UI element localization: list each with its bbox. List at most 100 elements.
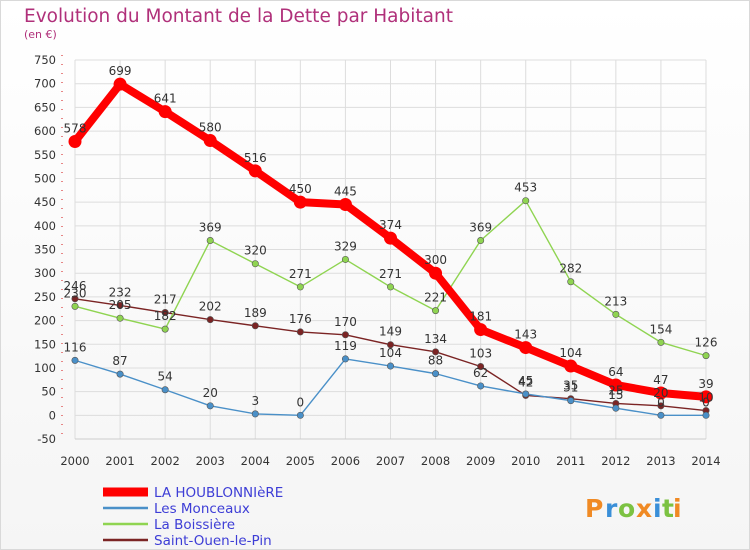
- data-label: 42: [518, 375, 533, 389]
- data-label: 189: [244, 306, 267, 320]
- data-label: 15: [608, 388, 623, 402]
- series-point: [522, 197, 530, 205]
- series-point: [386, 283, 394, 291]
- series-point: [161, 309, 169, 317]
- data-label: 221: [424, 291, 447, 305]
- x-tick-label: 2000: [60, 454, 89, 468]
- data-label: 369: [199, 220, 222, 234]
- logo-letter: i: [673, 494, 682, 523]
- logo-letter: t: [662, 494, 674, 523]
- y-tick-label: -50: [37, 432, 56, 446]
- x-tick-label: 2009: [466, 454, 495, 468]
- data-label: 213: [604, 294, 627, 308]
- x-tick-label: 2007: [376, 454, 405, 468]
- y-tick-label: 250: [34, 290, 56, 304]
- chart-title: Evolution du Montant de la Dette par Hab…: [24, 6, 453, 27]
- data-label: 149: [379, 325, 402, 339]
- data-label: 25: [608, 383, 623, 397]
- series-point: [113, 77, 127, 91]
- data-label: 516: [244, 151, 267, 165]
- data-label: 0: [657, 395, 665, 409]
- data-label: 453: [514, 181, 537, 195]
- series-point: [71, 356, 79, 364]
- series-point: [68, 134, 82, 148]
- y-tick-label: 350: [34, 243, 56, 257]
- series-point: [702, 411, 710, 419]
- series-point: [158, 105, 172, 119]
- data-label: 300: [424, 253, 447, 267]
- x-tick-label: 2004: [241, 454, 270, 468]
- x-tick-label: 2001: [105, 454, 134, 468]
- series-point: [296, 328, 304, 336]
- series-lines: [68, 77, 713, 419]
- series-point: [71, 302, 79, 310]
- series-point: [386, 341, 394, 349]
- series-point: [657, 338, 665, 346]
- x-tick-label: 2002: [151, 454, 180, 468]
- data-label: 369: [469, 220, 492, 234]
- y-tick-label: 0: [49, 408, 56, 422]
- x-tick-label: 2005: [286, 454, 315, 468]
- series-point: [161, 325, 169, 333]
- series-point: [116, 314, 124, 322]
- data-label: 181: [469, 310, 492, 324]
- data-label: 170: [334, 315, 357, 329]
- series-point: [296, 411, 304, 419]
- series-point: [567, 397, 575, 405]
- y-tick-label: 450: [34, 195, 56, 209]
- legend-label: Saint-Ouen-le-Pin: [154, 533, 272, 549]
- series-point: [161, 386, 169, 394]
- series-point: [702, 352, 710, 360]
- series-point: [567, 278, 575, 286]
- series-point: [341, 255, 349, 263]
- series-point: [477, 382, 485, 390]
- data-label: 39: [698, 377, 713, 391]
- series-point: [522, 390, 530, 398]
- y-tick-label: 400: [34, 219, 56, 233]
- data-label: 20: [203, 386, 218, 400]
- x-tick-label: 2010: [511, 454, 540, 468]
- data-label: 62: [473, 366, 488, 380]
- series-point: [251, 410, 259, 418]
- y-tick-label: 50: [41, 385, 56, 399]
- series-point: [432, 307, 440, 315]
- series-point: [341, 331, 349, 339]
- data-label: 445: [334, 184, 357, 198]
- series-point: [384, 231, 397, 245]
- logo-letter: i: [653, 494, 662, 523]
- data-label: 20: [653, 386, 668, 400]
- data-label: 578: [64, 121, 87, 135]
- data-label: 3: [251, 394, 259, 408]
- data-label: 271: [379, 267, 402, 281]
- legend-label: La Boissière: [154, 517, 235, 533]
- data-label: 154: [649, 322, 672, 336]
- data-label: 87: [112, 354, 127, 368]
- data-label: 143: [514, 328, 537, 342]
- series-point: [429, 266, 443, 280]
- series-point: [657, 402, 665, 410]
- series-point: [296, 283, 304, 291]
- series-point: [474, 323, 488, 337]
- x-tick-label: 2011: [556, 454, 585, 468]
- data-label: 246: [64, 279, 87, 293]
- data-label: 104: [559, 346, 582, 360]
- series-point: [564, 359, 578, 373]
- logo-letter: P: [585, 494, 603, 523]
- series-point: [206, 402, 214, 410]
- x-tick-label: 2008: [421, 454, 450, 468]
- series-point: [386, 362, 394, 370]
- data-label: 64: [608, 365, 623, 379]
- series-point: [338, 197, 352, 211]
- x-tick-label: 2014: [691, 454, 720, 468]
- series-point: [612, 404, 620, 412]
- y-tick-label: 300: [34, 266, 56, 280]
- series-point: [116, 370, 124, 378]
- data-label: 641: [154, 92, 177, 106]
- x-tick-label: 2012: [601, 454, 630, 468]
- series-point: [251, 260, 259, 268]
- series-point: [657, 411, 665, 419]
- series-point: [612, 310, 620, 318]
